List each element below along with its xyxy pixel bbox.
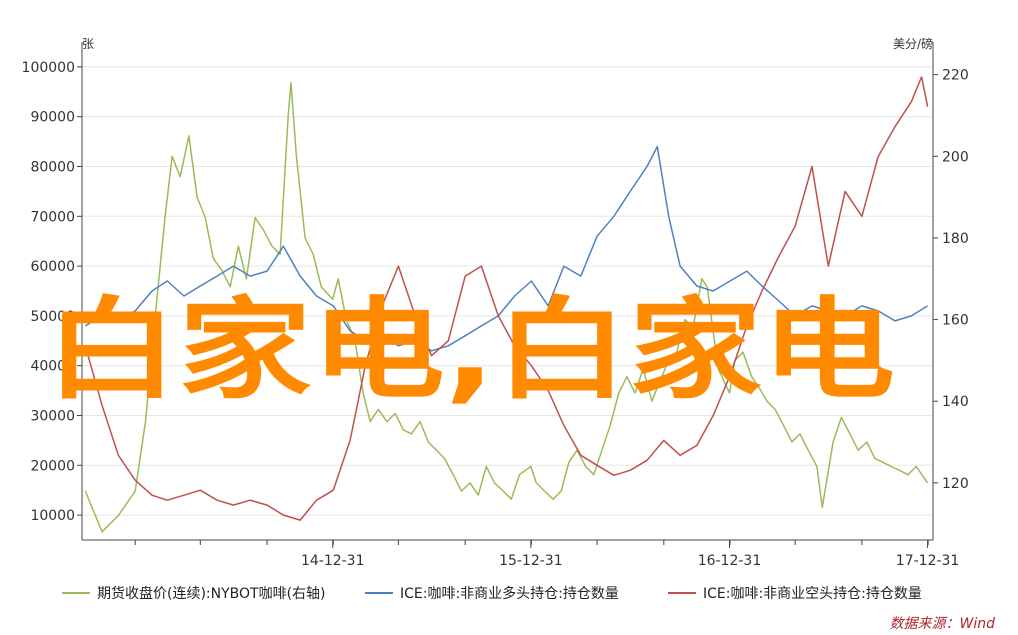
- x-axis-ticks: 14-12-31 15-12-31 16-12-31 17-12-31: [134, 540, 960, 569]
- series-lines: [84, 76, 929, 533]
- right-tick-label: 160: [942, 313, 969, 329]
- left-tick-label: 50000: [30, 309, 75, 325]
- legend-label-1: 期货收盘价(连续):NYBOT咖啡(右轴): [97, 585, 326, 602]
- source-label: 数据来源：Wind: [890, 616, 996, 632]
- left-tick-label: 60000: [30, 259, 75, 275]
- left-tick-label: 70000: [30, 209, 75, 225]
- grid-lines: [82, 66, 933, 516]
- series-line-3: [84, 76, 929, 521]
- right-tick-label: 180: [942, 231, 969, 247]
- x-tick-label: 15-12-31: [499, 553, 563, 569]
- x-tick-label: 17-12-31: [896, 553, 960, 569]
- x-tick-label: 16-12-31: [698, 553, 762, 569]
- right-tick-label: 220: [942, 68, 969, 84]
- left-tick-label: 90000: [30, 110, 75, 126]
- right-axis-ticks: 120 140 160 180 200 220: [933, 68, 969, 492]
- left-tick-label: 10000: [30, 508, 75, 524]
- left-tick-label: 100000: [22, 60, 75, 76]
- right-tick-label: 200: [942, 149, 969, 165]
- right-tick-label: 140: [942, 394, 969, 410]
- series-line-1: [84, 82, 929, 533]
- left-tick-label: 80000: [30, 160, 75, 176]
- x-tick-label: 14-12-31: [301, 553, 365, 569]
- legend-label-3: ICE:咖啡:非商业空头持仓:持仓数量: [703, 586, 922, 602]
- left-tick-label: 40000: [30, 359, 75, 375]
- legend-label-2: ICE:咖啡:非商业多头持仓:持仓数量: [400, 585, 619, 602]
- right-tick-label: 120: [942, 476, 969, 492]
- left-tick-label: 30000: [30, 409, 75, 425]
- series-line-2: [84, 145, 928, 352]
- overlay-watermark-text: 白家电,白家电: [45, 286, 895, 414]
- right-axis-unit: 美分/磅: [893, 36, 933, 51]
- left-axis-ticks: 10000 20000 30000 40000 50000 60000 70000 80000…: [22, 60, 82, 524]
- legend: 期货收盘价(连续):NYBOT咖啡(右轴) ICE:咖啡:非商业多头持仓:持仓数量…: [62, 585, 922, 602]
- left-tick-label: 20000: [30, 458, 75, 474]
- axes-frame: [81, 42, 934, 541]
- left-axis-unit: 张: [82, 37, 94, 51]
